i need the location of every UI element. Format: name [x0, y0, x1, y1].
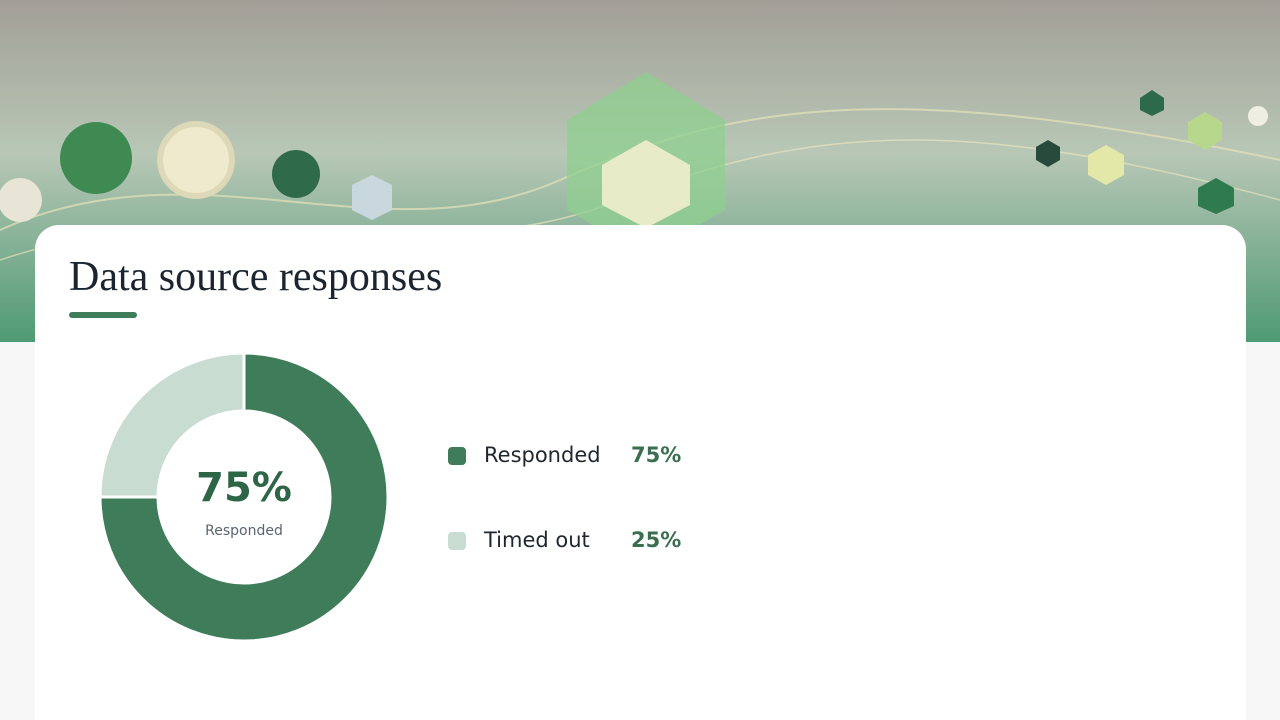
legend-value: 25% — [631, 528, 681, 552]
donut-segment — [98, 351, 390, 643]
legend-swatch — [448, 532, 466, 550]
chart-title: Data source responses — [69, 254, 442, 300]
legend-label: Timed out — [483, 528, 590, 552]
legend-label: Responded — [484, 443, 601, 467]
center-label: Responded — [205, 523, 283, 539]
center-value: 75% — [196, 465, 292, 511]
donut-segment — [98, 351, 246, 499]
title-underline — [69, 312, 137, 318]
legend-swatch — [448, 447, 466, 465]
legend-value: 75% — [631, 443, 681, 467]
